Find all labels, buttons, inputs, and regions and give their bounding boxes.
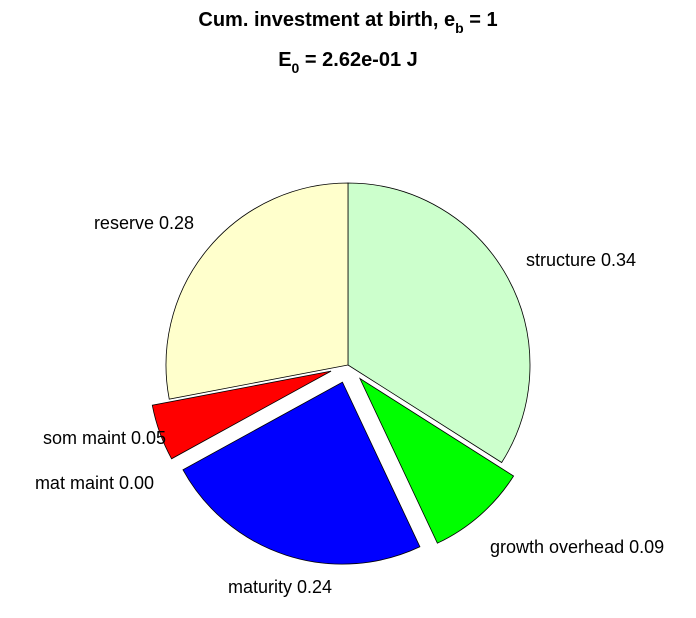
pie-label-structure: structure 0.34 <box>526 250 636 270</box>
chart-title: Cum. investment at birth, eb = 1 <box>198 9 497 36</box>
pie-slice-som-maint <box>151 370 332 460</box>
pie-labels: structure 0.34 growth overhead 0.09 maturi… <box>35 213 664 597</box>
pie-slices <box>151 182 531 565</box>
chart-subtitle: E0 = 2.62e-01 J <box>278 49 418 76</box>
pie-slice-structure <box>347 182 531 464</box>
pie-label-maturity: maturity 0.24 <box>228 577 332 597</box>
pie-label-growth-overhead: growth overhead 0.09 <box>490 537 664 557</box>
pie-label-mat-maint: mat maint 0.00 <box>35 473 154 493</box>
pie-label-som-maint: som maint 0.05 <box>43 428 166 448</box>
pie-slice-growth-overhead <box>358 377 515 544</box>
pie-slice-maturity <box>182 381 421 565</box>
pie-slice-reserve <box>165 182 349 400</box>
pie-label-reserve: reserve 0.28 <box>94 213 194 233</box>
